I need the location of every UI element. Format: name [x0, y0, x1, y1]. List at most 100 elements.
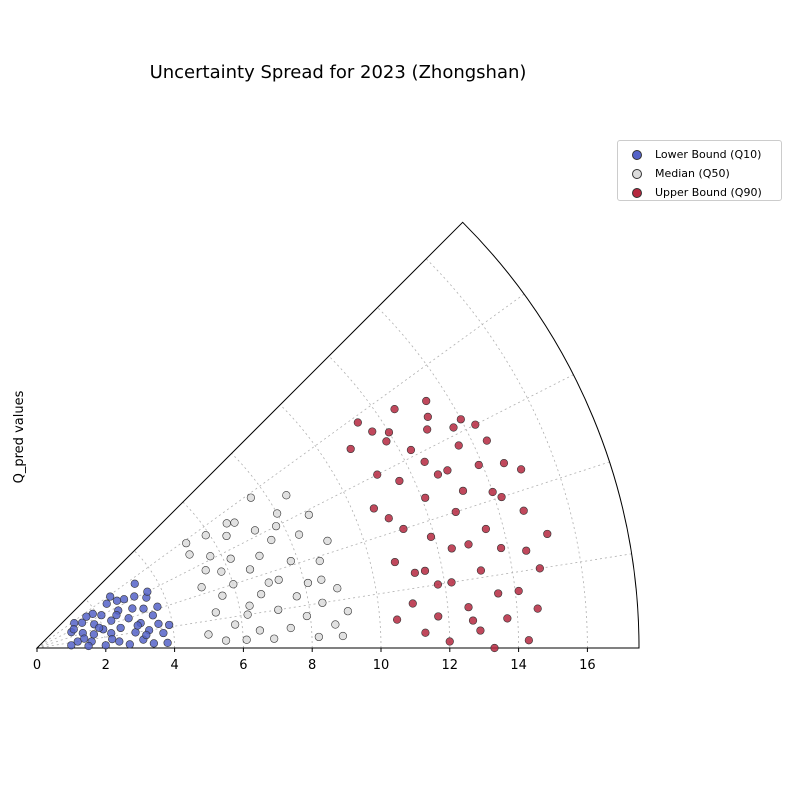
tick-label-0: 0	[33, 658, 41, 673]
tick-label-2: 2	[102, 658, 110, 673]
point-series1-23	[274, 575, 283, 584]
grid-spoke-4	[36, 293, 525, 649]
legend-label-q50: Median (Q50)	[655, 167, 730, 180]
point-series2-43	[517, 465, 526, 474]
point-series2-39	[522, 546, 531, 555]
point-series1-14	[222, 531, 231, 541]
point-series2-45	[420, 457, 429, 466]
point-series2-44	[543, 529, 552, 539]
point-series0-32	[154, 619, 163, 628]
point-series2-41	[519, 506, 528, 515]
point-series2-25	[476, 566, 486, 575]
legend-item-q90: Upper Bound (Q90)	[626, 183, 773, 202]
plot-frame	[35, 221, 640, 649]
tick-label-6: 6	[239, 658, 247, 673]
point-series1-37	[331, 620, 340, 629]
point-series1-38	[304, 510, 313, 519]
point-series1-48	[217, 567, 226, 576]
point-series0-12	[97, 611, 106, 620]
point-series1-49	[338, 631, 348, 641]
point-series2-49	[464, 540, 473, 549]
point-series2-14	[445, 637, 454, 646]
point-series0-46	[95, 623, 104, 632]
grid-spoke-2	[36, 461, 610, 649]
point-series0-42	[108, 635, 117, 644]
point-series0-22	[119, 595, 129, 604]
point-series2-3	[346, 444, 355, 454]
point-series0-0	[67, 641, 76, 650]
point-series0-33	[159, 628, 168, 638]
tick-label-14: 14	[510, 658, 527, 673]
point-series2-40	[533, 604, 542, 613]
point-series1-21	[274, 605, 283, 614]
legend-item-q10: Lower Bound (Q10)	[626, 145, 773, 164]
grid-arc-2	[85, 599, 107, 649]
point-series2-26	[458, 486, 468, 495]
grid-arc-4	[134, 550, 175, 649]
point-series1-13	[245, 601, 254, 610]
legend-label-q10: Lower Bound (Q10)	[655, 148, 762, 161]
point-series0-39	[82, 612, 91, 621]
grid-arc-12	[328, 355, 451, 649]
point-series2-42	[535, 564, 544, 573]
point-series0-21	[131, 628, 140, 637]
point-series2-6	[399, 524, 408, 534]
point-series1-20	[255, 551, 264, 560]
point-series2-32	[496, 543, 506, 553]
grid-arc-6	[182, 501, 244, 649]
point-series1-16	[245, 565, 255, 574]
grid-arc-14	[377, 307, 519, 649]
point-series2-27	[490, 643, 499, 653]
point-series0-47	[112, 610, 121, 620]
legend-marker-q90	[632, 187, 642, 198]
point-series2-8	[353, 418, 362, 427]
point-series2-20	[464, 603, 473, 612]
legend-label-q90: Upper Bound (Q90)	[655, 186, 762, 199]
legend-item-q50: Median (Q50)	[626, 164, 773, 183]
point-series1-12	[226, 554, 235, 563]
point-series2-51	[410, 568, 419, 577]
point-series2-1	[369, 504, 378, 513]
point-series1-10	[229, 580, 238, 589]
point-series1-8	[231, 620, 240, 629]
tick-label-4: 4	[170, 658, 178, 673]
grid-arc-10	[279, 404, 382, 649]
point-series1-32	[314, 632, 323, 642]
point-series0-44	[133, 621, 142, 630]
point-series1-41	[343, 607, 352, 616]
point-series1-3	[211, 608, 220, 617]
point-series1-36	[315, 556, 324, 566]
point-series2-28	[422, 396, 431, 406]
point-series1-46	[317, 575, 326, 584]
point-series2-46	[423, 412, 432, 421]
point-series1-40	[323, 536, 332, 545]
point-series1-44	[264, 578, 273, 587]
point-series2-11	[434, 612, 443, 621]
point-series1-31	[303, 578, 313, 588]
point-series1-29	[302, 611, 311, 621]
radial-tick-labels: 0 2 4 6 8 10 12 14 16	[33, 648, 596, 673]
legend: Lower Bound (Q10) Median (Q50) Upper Bou…	[617, 140, 782, 201]
point-series2-48	[488, 487, 497, 497]
point-series1-11	[242, 635, 251, 644]
tick-label-10: 10	[373, 658, 390, 673]
point-series2-22	[451, 507, 460, 517]
point-series0-41	[84, 641, 93, 651]
point-series2-56	[433, 580, 443, 589]
point-series1-0	[204, 630, 213, 639]
tick-label-8: 8	[308, 658, 316, 673]
point-series1-15	[255, 626, 265, 635]
point-series0-43	[112, 596, 122, 605]
point-series1-27	[292, 592, 301, 601]
point-series2-33	[474, 460, 483, 470]
point-series0-38	[106, 592, 115, 601]
point-series1-33	[294, 530, 304, 539]
point-series0-40	[69, 625, 78, 634]
point-series0-37	[130, 579, 139, 588]
point-series1-22	[250, 526, 260, 535]
point-series2-55	[443, 466, 452, 475]
point-series1-24	[286, 623, 295, 633]
point-series0-5	[77, 618, 87, 627]
point-series1-2	[185, 550, 194, 559]
point-series2-24	[423, 425, 432, 434]
